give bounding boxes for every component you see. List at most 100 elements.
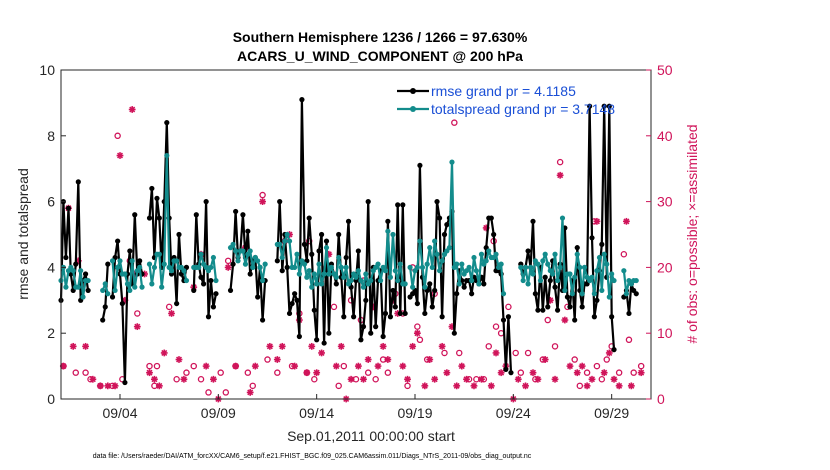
totalspread-point [240, 248, 246, 254]
rmse-point [306, 215, 312, 221]
x-axis-label: Sep.01,2011 00:00:00 start [287, 428, 455, 444]
totalspread-point [554, 277, 561, 284]
rmse-point [567, 304, 573, 310]
legend-rmse-marker [410, 88, 416, 94]
totalspread-point [255, 258, 261, 264]
obs-assimilated-point [497, 369, 505, 377]
rmse-point [390, 287, 396, 294]
rmse-point [100, 317, 106, 323]
rmse-point [105, 261, 111, 267]
totalspread-point [392, 268, 398, 274]
x-tick-label: 09/19 [397, 405, 432, 421]
totalspread-point [395, 277, 401, 284]
rmse-point [149, 185, 155, 192]
rmse-point [115, 238, 121, 244]
totalspread-point [309, 284, 315, 290]
rmse-point [382, 310, 389, 317]
rmse-point [432, 287, 438, 294]
rmse-point [373, 324, 379, 330]
obs-assimilated-point [96, 382, 104, 390]
rmse-point [368, 330, 374, 336]
totalspread-point [358, 277, 364, 284]
totalspread-point [80, 294, 86, 300]
totalspread-point [279, 254, 285, 261]
y-tick-label-right: 40 [657, 128, 673, 144]
totalspread-point [473, 268, 479, 274]
obs-assimilated-point [266, 342, 274, 350]
rmse-point [525, 248, 531, 254]
rmse-point [176, 231, 182, 238]
totalspread-point [306, 268, 312, 274]
rmse-point [554, 307, 561, 313]
rmse-point [540, 307, 546, 313]
totalspread-point [328, 264, 335, 270]
totalspread-point [591, 291, 597, 297]
totalspread-point [387, 274, 394, 280]
obs-possible-point [190, 362, 197, 370]
totalspread-point [122, 271, 128, 277]
legend: rmse grand pr = 4.1185 totalspread grand… [397, 83, 615, 117]
totalspread-point [333, 274, 339, 280]
rmse-point [63, 254, 69, 261]
obs-possible-point [598, 376, 606, 383]
totalspread-point [604, 261, 610, 267]
rmse-point [606, 103, 612, 109]
y-tick-label-right: 30 [657, 194, 673, 210]
obs-possible-point [451, 119, 458, 126]
y-tick-label-right: 0 [657, 391, 665, 407]
rmse-point [503, 366, 509, 372]
rmse-point [156, 215, 162, 221]
obs-assimilated-point [623, 217, 630, 225]
totalspread-point [210, 254, 217, 261]
totalspread-point [294, 251, 300, 257]
y-axis-label-right: # of obs: o=possible; ×=assimilated [684, 124, 700, 343]
obs-assimilated-point [160, 349, 168, 357]
rmse-point [488, 215, 494, 221]
totalspread-point [282, 238, 288, 244]
rmse-point [587, 103, 593, 109]
totalspread-point [377, 277, 384, 284]
obs-possible-point [517, 369, 525, 376]
rmse-point [626, 310, 632, 317]
obs-possible-point [244, 369, 252, 376]
rmse-point [109, 294, 116, 300]
totalspread-point [382, 268, 389, 274]
obs-assimilated-point [470, 382, 478, 390]
totalspread-point [601, 251, 607, 257]
rmse-point [500, 317, 507, 323]
totalspread-point [434, 251, 440, 257]
plot-frame [60, 69, 652, 400]
obs-assimilated-point [399, 362, 407, 370]
totalspread-point [117, 258, 123, 264]
obs-possible-point [330, 303, 338, 311]
rmse-point [380, 333, 386, 340]
totalspread-point [247, 248, 253, 254]
obs-possible-point [274, 369, 281, 376]
plot-content [58, 97, 645, 403]
totalspread-point [304, 274, 310, 280]
rmse-point [336, 231, 342, 238]
totalspread-point [326, 271, 332, 277]
rmse-point [213, 291, 219, 297]
rmse-point [542, 274, 548, 280]
rmse-point [358, 337, 364, 343]
totalspread-point [137, 264, 143, 270]
obs-possible-point [544, 316, 552, 324]
obs-assimilated-point [374, 362, 382, 370]
obs-assimilated-point [354, 362, 362, 370]
totalspread-point [301, 261, 308, 267]
rmse-point [122, 379, 128, 386]
rmse-point [392, 304, 398, 310]
totalspread-point [557, 264, 563, 270]
totalspread-point [338, 264, 344, 270]
totalspread-point [316, 261, 322, 267]
totalspread-point [417, 238, 423, 244]
obs-possible-point [441, 349, 448, 357]
rmse-line-segment [192, 200, 218, 318]
totalspread-point [500, 291, 507, 297]
totalspread-point [493, 251, 499, 257]
totalspread-point [540, 258, 546, 264]
obs-possible-point [603, 356, 611, 363]
obs-possible-point [492, 323, 500, 330]
obs-assimilated-point [202, 362, 210, 370]
